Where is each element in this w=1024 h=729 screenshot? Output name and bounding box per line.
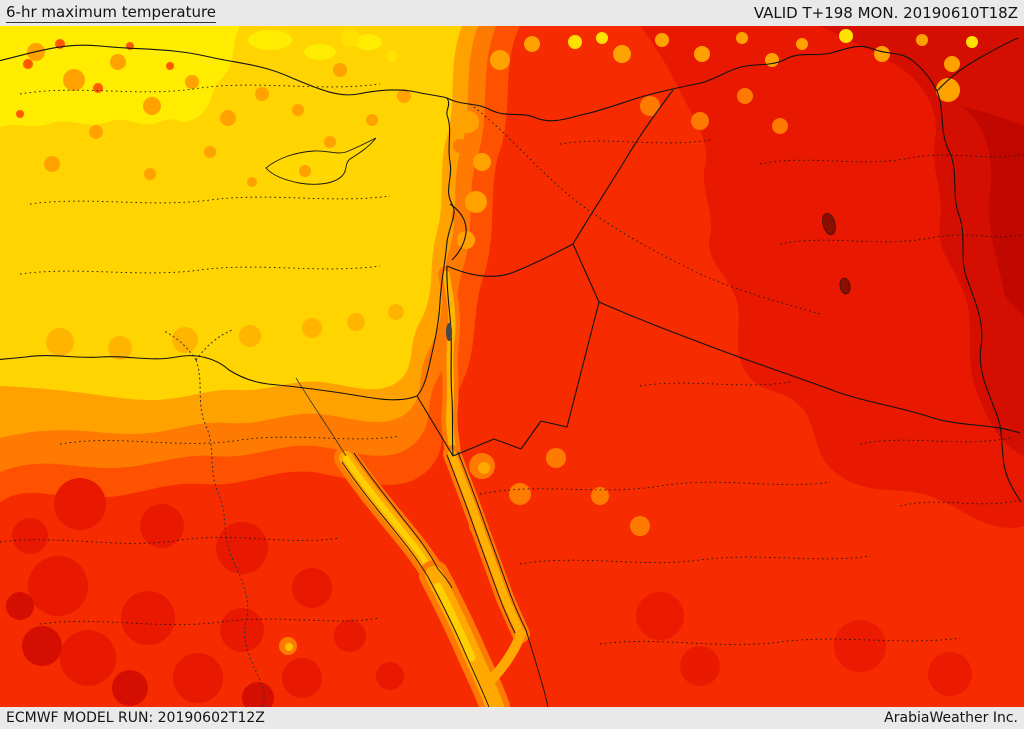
brand-label: ArabiaWeather Inc. (884, 710, 1018, 726)
temperature-fill-layer (0, 26, 1024, 707)
nile-river (163, 329, 265, 707)
contour-dotted-lines (0, 83, 1024, 645)
suez-canal (295, 377, 347, 457)
temperature-map (0, 26, 1024, 707)
header: 6-hr maximum temperature VALID T+198 MON… (0, 0, 1024, 26)
cyprus-island (265, 137, 377, 185)
map-title: 6-hr maximum temperature (6, 3, 217, 23)
model-run-label: ECMWF MODEL RUN: 20190602T12Z (6, 710, 265, 726)
dead-sea (446, 323, 452, 341)
map-area (0, 26, 1024, 707)
country-borders (0, 37, 1022, 707)
water-channel-layer (334, 445, 530, 707)
footer: ECMWF MODEL RUN: 20190602T12Z ArabiaWeat… (0, 707, 1024, 729)
valid-time-label: VALID T+198 MON. 20190610T18Z (753, 4, 1018, 22)
iraq-lakes (822, 212, 851, 295)
